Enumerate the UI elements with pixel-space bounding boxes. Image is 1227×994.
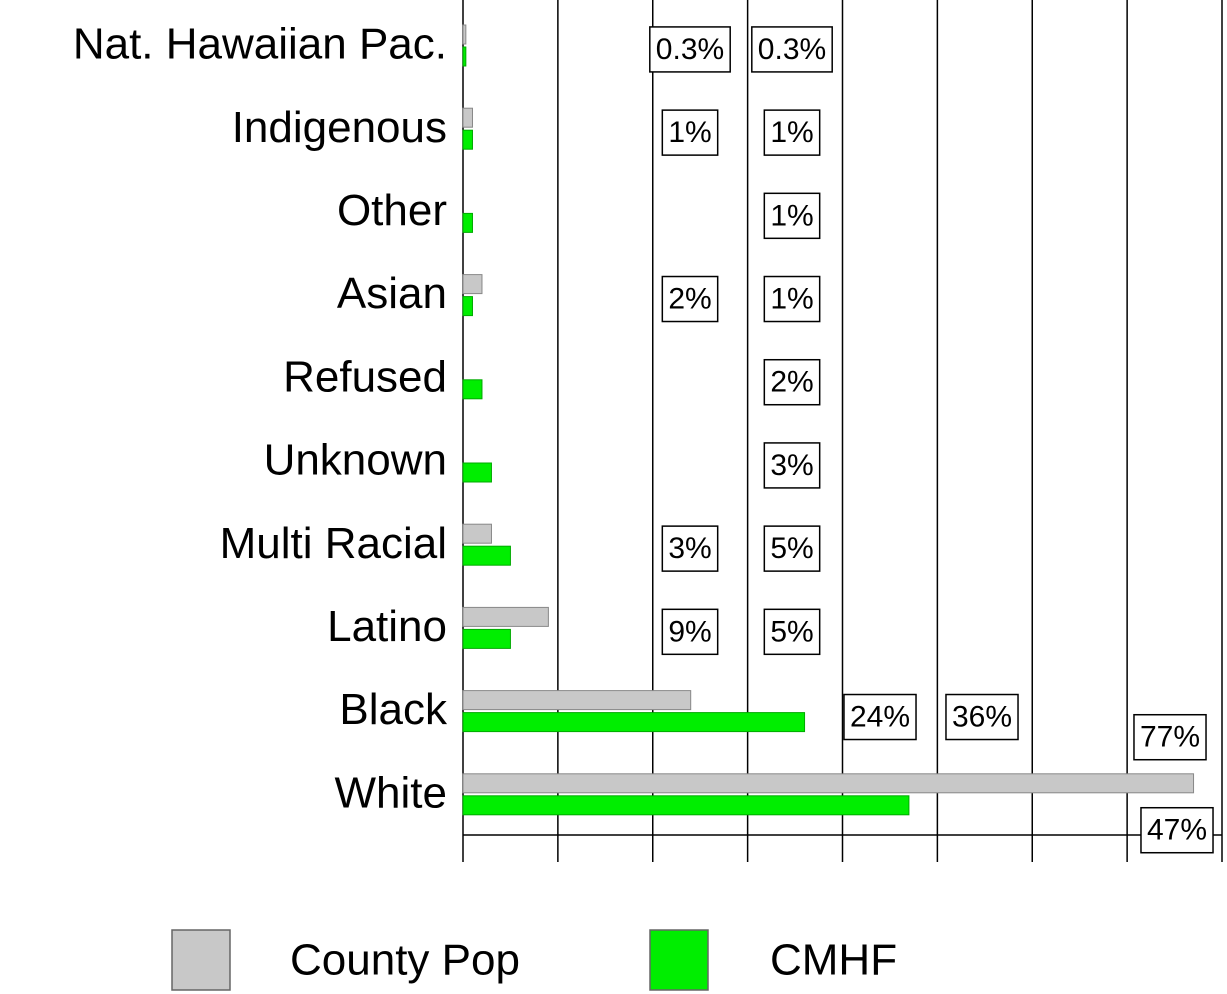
value-label-box [945, 693, 1019, 741]
bar [462, 107, 473, 128]
value-label-box [661, 109, 719, 156]
value-label-box [763, 275, 821, 323]
bar [462, 46, 467, 67]
value-label: 1% [770, 116, 813, 149]
bar [462, 24, 467, 45]
value-label: 36% [952, 701, 1012, 734]
bar [462, 296, 473, 317]
bar [462, 795, 910, 816]
bar [462, 628, 511, 649]
bar [462, 690, 692, 711]
bar [462, 545, 511, 566]
value-label: 47% [1147, 814, 1207, 847]
value-label: 3% [770, 449, 813, 482]
bar [462, 712, 806, 733]
bar [462, 773, 1195, 794]
value-label: 5% [770, 615, 813, 648]
value-label-box [763, 442, 821, 489]
value-label-box [661, 608, 719, 656]
value-label: 1% [770, 283, 813, 316]
value-label-box [763, 608, 821, 656]
value-label-box [763, 192, 821, 240]
legend-label: CMHF [770, 936, 897, 985]
value-label: 0.3% [758, 33, 826, 66]
legend-label: County Pop [290, 936, 520, 985]
value-label: 77% [1140, 721, 1200, 754]
value-label-box [843, 693, 917, 741]
value-label-box [649, 26, 731, 73]
value-label: 2% [770, 366, 813, 399]
value-label-box [661, 525, 719, 572]
bar [462, 462, 492, 483]
bar [462, 129, 473, 150]
legend-swatch [171, 929, 231, 991]
bar [462, 523, 492, 544]
category-label: White [335, 768, 447, 817]
value-label: 1% [668, 116, 711, 149]
value-label-box [751, 26, 833, 73]
value-label: 0.3% [656, 33, 724, 66]
value-label-box [661, 275, 719, 323]
category-label: Indigenous [232, 103, 447, 152]
bar [462, 606, 549, 627]
legend-swatch [649, 929, 709, 991]
bar [462, 274, 483, 295]
value-label: 2% [668, 283, 711, 316]
category-label: Multi Racial [220, 519, 447, 568]
bar [462, 379, 483, 400]
value-label: 5% [770, 532, 813, 565]
value-label-box [1140, 806, 1214, 854]
value-label: 1% [770, 199, 813, 232]
value-label-box [763, 358, 821, 406]
category-label: Latino [327, 602, 447, 651]
category-label: Other [337, 186, 447, 235]
bar [462, 212, 473, 233]
category-label: Asian [337, 269, 447, 318]
value-label-box [1133, 713, 1207, 761]
value-label-box [763, 109, 821, 156]
value-label-box [763, 525, 821, 572]
category-label: Nat. Hawaiian Pac. [73, 20, 447, 69]
value-label: 9% [668, 615, 711, 648]
value-label: 3% [668, 532, 711, 565]
value-label: 24% [850, 701, 910, 734]
category-label: Unknown [264, 436, 447, 485]
category-label: Refused [283, 352, 447, 401]
category-label: Black [339, 685, 448, 734]
